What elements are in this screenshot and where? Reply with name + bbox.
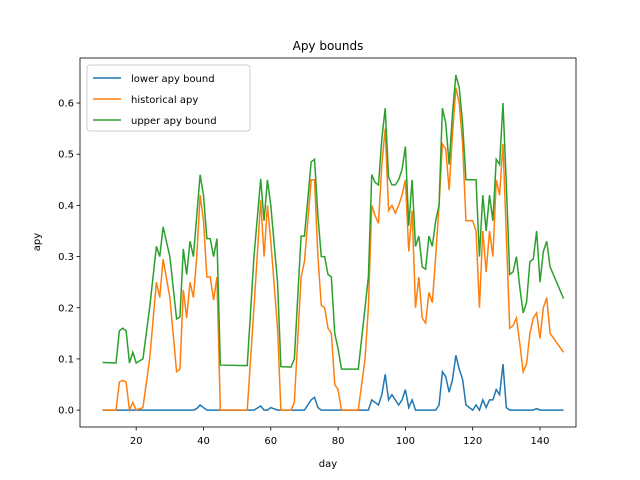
series-line xyxy=(102,87,565,413)
x-tick-label: 80 xyxy=(332,436,345,447)
x-tick-label: 100 xyxy=(396,436,415,447)
y-tick-label: 0.4 xyxy=(58,201,74,212)
y-tick-label: 0.5 xyxy=(58,150,74,161)
y-tick-label: 0.0 xyxy=(58,406,74,417)
y-tick-label: 0.6 xyxy=(58,99,74,110)
legend-box xyxy=(86,64,251,132)
y-axis-label: apy xyxy=(32,233,43,251)
x-axis-label: day xyxy=(319,459,337,470)
series-line xyxy=(102,355,564,412)
y-tick-label: 0.1 xyxy=(58,354,74,365)
legend-label: upper apy bound xyxy=(131,116,217,127)
x-tick-label: 140 xyxy=(530,436,549,447)
legend-label: historical apy xyxy=(131,95,198,106)
x-tick-label: 60 xyxy=(264,436,277,447)
x-tick-label: 40 xyxy=(197,436,210,447)
chart-title: Apy bounds xyxy=(293,39,364,53)
y-tick-label: 0.2 xyxy=(58,303,74,314)
y-tick-label: 0.3 xyxy=(58,252,74,263)
x-tick-label: 120 xyxy=(463,436,482,447)
legend-label: lower apy bound xyxy=(131,74,215,85)
plot-frame xyxy=(79,57,577,428)
series-line xyxy=(102,74,565,370)
x-tick-label: 20 xyxy=(130,436,143,447)
